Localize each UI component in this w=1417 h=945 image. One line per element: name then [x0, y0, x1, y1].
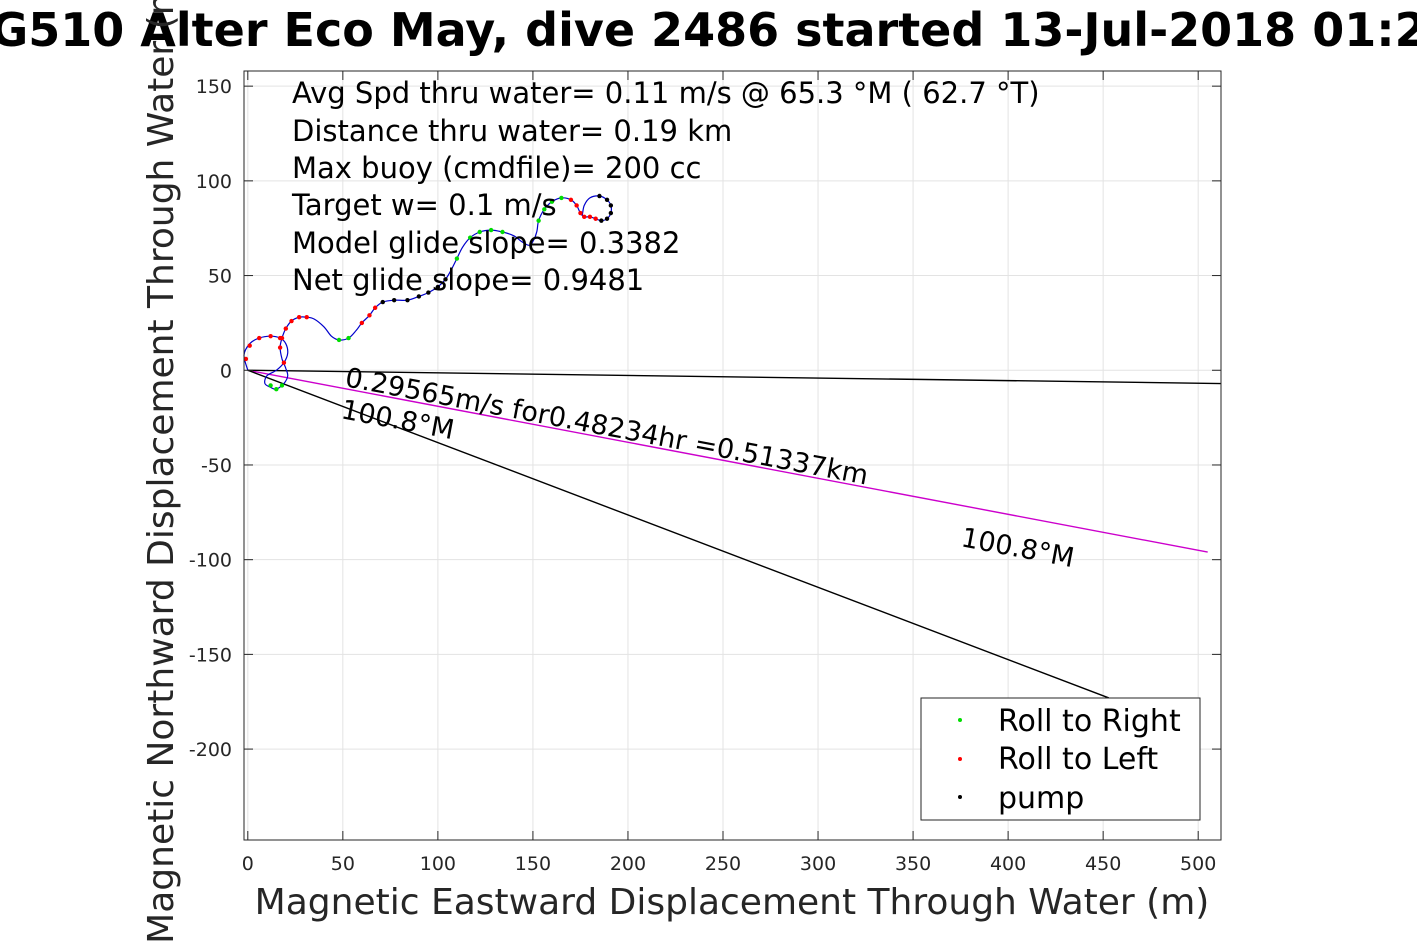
pump-point: [416, 294, 422, 299]
legend-box: [920, 697, 1201, 821]
roll-right-point: [542, 207, 547, 212]
pump-point: [599, 218, 604, 223]
y-ticks: 150 100 50 0 -50 -100 -150 -200: [189, 76, 1221, 761]
roll-left-point: [283, 326, 289, 331]
roll-right-point: [549, 199, 555, 204]
x-tick-label: 300: [800, 853, 836, 875]
legend-label-roll-right: Roll to Right: [998, 704, 1181, 739]
roll-right-point: [477, 229, 482, 235]
x-tick-label: 450: [1085, 853, 1121, 875]
roll-left-point: [574, 203, 579, 208]
y-tick-label: -100: [189, 550, 232, 572]
x-tick-label: 350: [895, 853, 931, 875]
pump-point: [608, 210, 614, 216]
y-tick-label: -200: [189, 739, 232, 761]
roll-left-point: [367, 313, 372, 318]
roll-left-point: [279, 335, 285, 341]
roll-right-point: [559, 195, 564, 201]
y-tick-label: -150: [189, 644, 232, 666]
pump-point: [597, 193, 602, 199]
roll-left-point: [296, 315, 302, 320]
annotation-target-w: Target w= 0.1 m/s: [291, 188, 557, 222]
roll-left-point: [243, 356, 249, 362]
series-line: [247, 369, 1110, 699]
x-tick-label: 0: [242, 853, 254, 875]
roll-left-point: [268, 333, 273, 339]
x-tick-label: 400: [990, 853, 1026, 875]
roll-left-point: [587, 214, 593, 220]
annotation-max-buoy: Max buoy (cmdfile)= 200 cc: [292, 151, 701, 185]
roll-right-point: [279, 383, 285, 388]
annotation-model-glide: Model glide slope= 0.3382: [292, 226, 680, 260]
roll-left-point: [359, 320, 365, 326]
annotation-distance: Distance thru water= 0.19 km: [292, 114, 732, 148]
pump-point: [604, 197, 610, 202]
roll-right-point: [454, 256, 460, 261]
legend-marker-roll-right: [958, 718, 962, 722]
roll-right-point: [268, 383, 273, 388]
x-axis-label: Magnetic Eastward Displacement Through W…: [255, 882, 1210, 923]
series-line: [247, 369, 1208, 553]
pump-point: [391, 297, 397, 303]
y-tick-label: 50: [208, 266, 232, 288]
legend-marker-roll-left: [958, 757, 962, 761]
roll-left-point: [578, 210, 583, 216]
roll-right-point: [336, 337, 342, 343]
annotation-avg-speed: Avg Spd thru water= 0.11 m/s @ 65.3 °M (…: [292, 76, 1040, 110]
x-tick-label: 50: [331, 853, 355, 875]
roll-left-point: [281, 360, 287, 365]
pump-point: [405, 297, 410, 303]
chart-title: SG510 Alter Eco May, dive 2486 started 1…: [0, 3, 1417, 57]
roll-points: [243, 193, 614, 392]
roll-right-point: [274, 387, 279, 392]
x-tick-label: 150: [515, 853, 551, 875]
pump-point: [604, 216, 610, 221]
pump-point: [435, 284, 441, 290]
roll-left-point: [304, 315, 309, 320]
x-ticks: 0 50 100 150 200 250 300 350 400 450 500: [242, 71, 1216, 875]
pump-point: [608, 203, 614, 208]
plot-frame: [243, 70, 1222, 841]
pump-point: [426, 290, 431, 295]
x-tick-label: 250: [705, 853, 741, 875]
roll-left-point: [372, 305, 378, 310]
roll-left-point: [257, 335, 262, 341]
y-tick-label: 150: [196, 76, 232, 98]
x-tick-label: 500: [1180, 853, 1216, 875]
roll-right-point: [467, 235, 473, 240]
roll-right-point: [536, 218, 541, 223]
legend-label-pump: pump: [998, 781, 1084, 816]
roll-left-point: [593, 216, 598, 221]
y-tick-label: -50: [201, 455, 232, 477]
roll-right-point: [346, 335, 351, 341]
legend-label-roll-left: Roll to Left: [998, 742, 1158, 777]
reference-lines: [247, 369, 1222, 699]
legend-marker-pump: [958, 795, 962, 799]
x-tick-label: 100: [420, 853, 456, 875]
stats-annotations: Avg Spd thru water= 0.11 m/s @ 65.3 °M (…: [291, 76, 1040, 297]
roll-right-point: [500, 229, 505, 235]
roll-left-point: [582, 214, 587, 220]
legend: Roll to Right Roll to Left pump: [920, 697, 1201, 821]
y-axis-label: Magnetic Northward Displacement Through …: [141, 0, 182, 944]
x-tick-label: 200: [610, 853, 646, 875]
roll-left-point: [289, 318, 294, 324]
annotation-net-glide: Net glide slope= 0.9481: [292, 263, 644, 297]
roll-right-point: [488, 227, 494, 233]
series-line: [247, 369, 1222, 385]
pump-point: [443, 277, 448, 282]
y-tick-label: 100: [196, 171, 232, 193]
roll-left-point: [568, 197, 574, 202]
y-tick-label: 0: [220, 360, 232, 382]
pump-point: [380, 299, 385, 305]
roll-left-point: [277, 345, 283, 350]
roll-left-point: [247, 343, 252, 348]
